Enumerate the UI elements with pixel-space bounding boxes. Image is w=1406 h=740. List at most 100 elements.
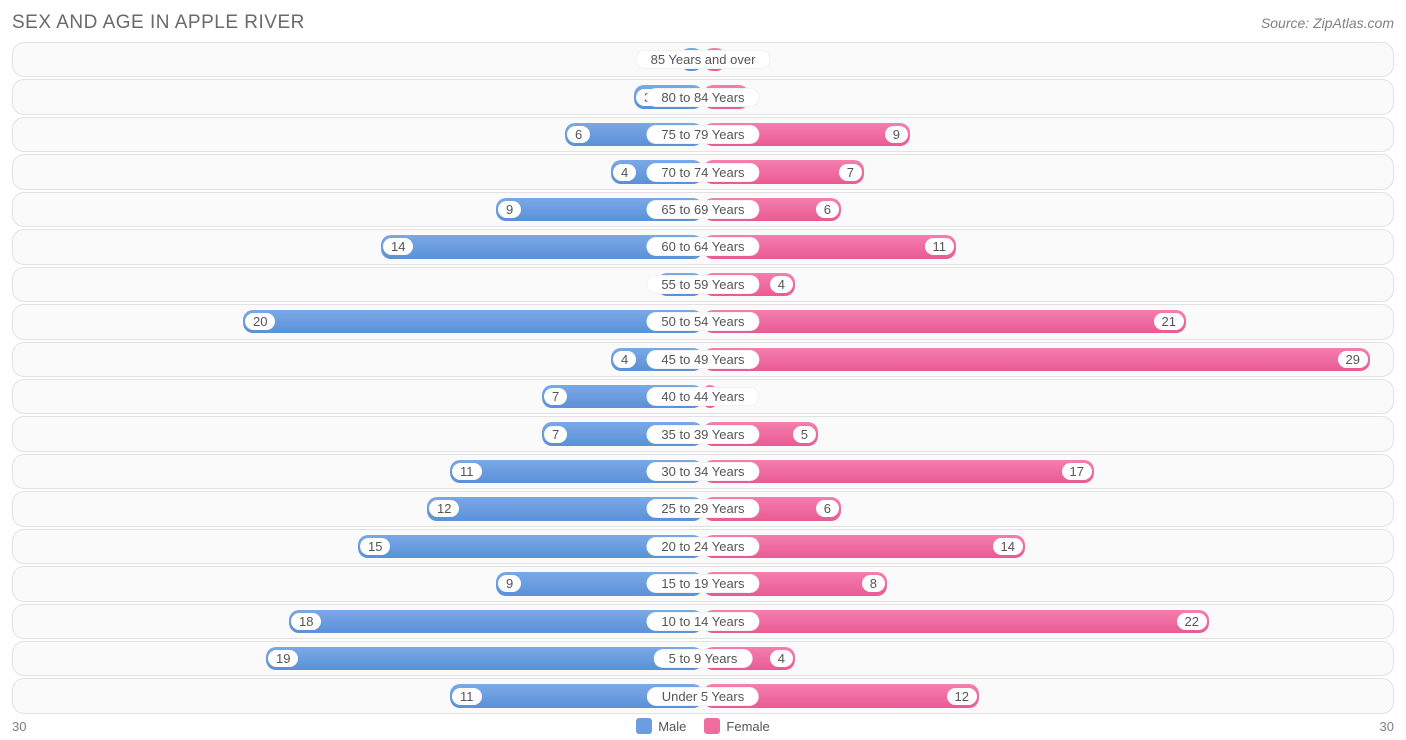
female-value: 21 xyxy=(1154,313,1184,330)
age-row: 12625 to 29 Years xyxy=(12,491,1394,526)
age-row: 11 12Under 5 Years xyxy=(12,678,1394,713)
female-half: 29 xyxy=(703,343,1393,376)
legend-label-male: Male xyxy=(658,719,686,734)
age-category-label: 30 to 34 Years xyxy=(646,462,759,481)
male-half: 11 xyxy=(13,679,703,712)
male-half: 14 xyxy=(13,230,703,263)
male-half: 15 xyxy=(13,530,703,563)
male-value: 11 xyxy=(452,688,482,705)
male-value: 9 xyxy=(498,201,521,218)
female-half: 9 xyxy=(703,118,1393,151)
female-half: 4 xyxy=(703,268,1393,301)
age-category-label: 10 to 14 Years xyxy=(646,612,759,631)
age-row: 18 22 10 to 14 Years xyxy=(12,604,1394,639)
female-value: 5 xyxy=(793,426,816,443)
legend-label-female: Female xyxy=(726,719,769,734)
female-half: 2 xyxy=(703,80,1393,113)
age-category-label: 55 to 59 Years xyxy=(646,275,759,294)
age-category-label: 25 to 29 Years xyxy=(646,499,759,518)
male-value: 7 xyxy=(544,388,567,405)
female-value: 14 xyxy=(993,538,1023,555)
axis-max-left: 30 xyxy=(12,719,26,734)
age-row: 2455 to 59 Years xyxy=(12,267,1394,302)
chart-footer: 30 Male Female 30 xyxy=(12,714,1394,734)
age-category-label: 5 to 9 Years xyxy=(654,649,753,668)
female-half: 22 xyxy=(703,605,1393,638)
male-half: 2 xyxy=(13,268,703,301)
female-bar: 17 xyxy=(703,460,1094,483)
female-half: 5 xyxy=(703,417,1393,450)
male-half: 7 xyxy=(13,380,703,413)
legend-swatch-male xyxy=(636,718,652,734)
age-row: 3280 to 84 Years xyxy=(12,79,1394,114)
age-row: 4 7 70 to 74 Years xyxy=(12,154,1394,189)
female-value: 7 xyxy=(839,164,862,181)
age-category-label: 60 to 64 Years xyxy=(646,237,759,256)
female-half: 6 xyxy=(703,193,1393,226)
male-value: 4 xyxy=(613,351,636,368)
male-value: 4 xyxy=(613,164,636,181)
male-half: 11 xyxy=(13,455,703,488)
age-row: 14 11 60 to 64 Years xyxy=(12,229,1394,264)
female-value: 11 xyxy=(925,238,955,255)
female-half: 0 xyxy=(703,380,1393,413)
age-category-label: 45 to 49 Years xyxy=(646,350,759,369)
male-value: 7 xyxy=(544,426,567,443)
female-bar: 21 xyxy=(703,310,1186,333)
legend-item-female: Female xyxy=(704,718,769,734)
female-half: 4 xyxy=(703,642,1393,675)
male-half: 9 xyxy=(13,567,703,600)
female-value: 6 xyxy=(816,201,839,218)
female-value: 9 xyxy=(885,126,908,143)
source-attribution: Source: ZipAtlas.com xyxy=(1261,15,1394,31)
age-row: 15 14 20 to 24 Years xyxy=(12,529,1394,564)
female-half: 12 xyxy=(703,679,1393,712)
age-row: 20 21 50 to 54 Years xyxy=(12,304,1394,339)
female-half: 21 xyxy=(703,305,1393,338)
male-value: 9 xyxy=(498,575,521,592)
male-value: 14 xyxy=(383,238,413,255)
age-category-label: 20 to 24 Years xyxy=(646,537,759,556)
female-half: 14 xyxy=(703,530,1393,563)
female-bar: 22 xyxy=(703,610,1209,633)
male-bar: 18 xyxy=(289,610,703,633)
male-value: 19 xyxy=(268,650,298,667)
age-category-label: 70 to 74 Years xyxy=(646,163,759,182)
female-value: 8 xyxy=(862,575,885,592)
male-value: 15 xyxy=(360,538,390,555)
male-value: 20 xyxy=(245,313,275,330)
female-value: 22 xyxy=(1177,613,1207,630)
female-value: 4 xyxy=(770,650,793,667)
female-bar: 29 xyxy=(703,348,1370,371)
female-half: 7 xyxy=(703,155,1393,188)
legend-item-male: Male xyxy=(636,718,686,734)
age-category-label: 15 to 19 Years xyxy=(646,574,759,593)
age-category-label: 40 to 44 Years xyxy=(646,387,759,406)
male-half: 3 xyxy=(13,80,703,113)
female-half: 8 xyxy=(703,567,1393,600)
population-pyramid-chart: 1185 Years and over3280 to 84 Years6975 … xyxy=(12,42,1394,714)
age-category-label: 80 to 84 Years xyxy=(646,88,759,107)
age-category-label: 35 to 39 Years xyxy=(646,425,759,444)
male-bar: 20 xyxy=(243,310,703,333)
male-half: 12 xyxy=(13,492,703,525)
age-row: 11 1730 to 34 Years xyxy=(12,454,1394,489)
male-half: 18 xyxy=(13,605,703,638)
legend: Male Female xyxy=(636,718,770,734)
male-value: 6 xyxy=(567,126,590,143)
age-category-label: 75 to 79 Years xyxy=(646,125,759,144)
male-half: 1 xyxy=(13,43,703,76)
age-category-label: Under 5 Years xyxy=(647,687,759,706)
age-category-label: 65 to 69 Years xyxy=(646,200,759,219)
legend-swatch-female xyxy=(704,718,720,734)
female-value: 29 xyxy=(1338,351,1368,368)
female-half: 6 xyxy=(703,492,1393,525)
male-half: 9 xyxy=(13,193,703,226)
male-value: 11 xyxy=(452,463,482,480)
female-half: 1 xyxy=(703,43,1393,76)
male-value: 18 xyxy=(291,613,321,630)
male-half: 6 xyxy=(13,118,703,151)
axis-max-right: 30 xyxy=(1380,719,1394,734)
age-row: 9 6 65 to 69 Years xyxy=(12,192,1394,227)
age-category-label: 50 to 54 Years xyxy=(646,312,759,331)
